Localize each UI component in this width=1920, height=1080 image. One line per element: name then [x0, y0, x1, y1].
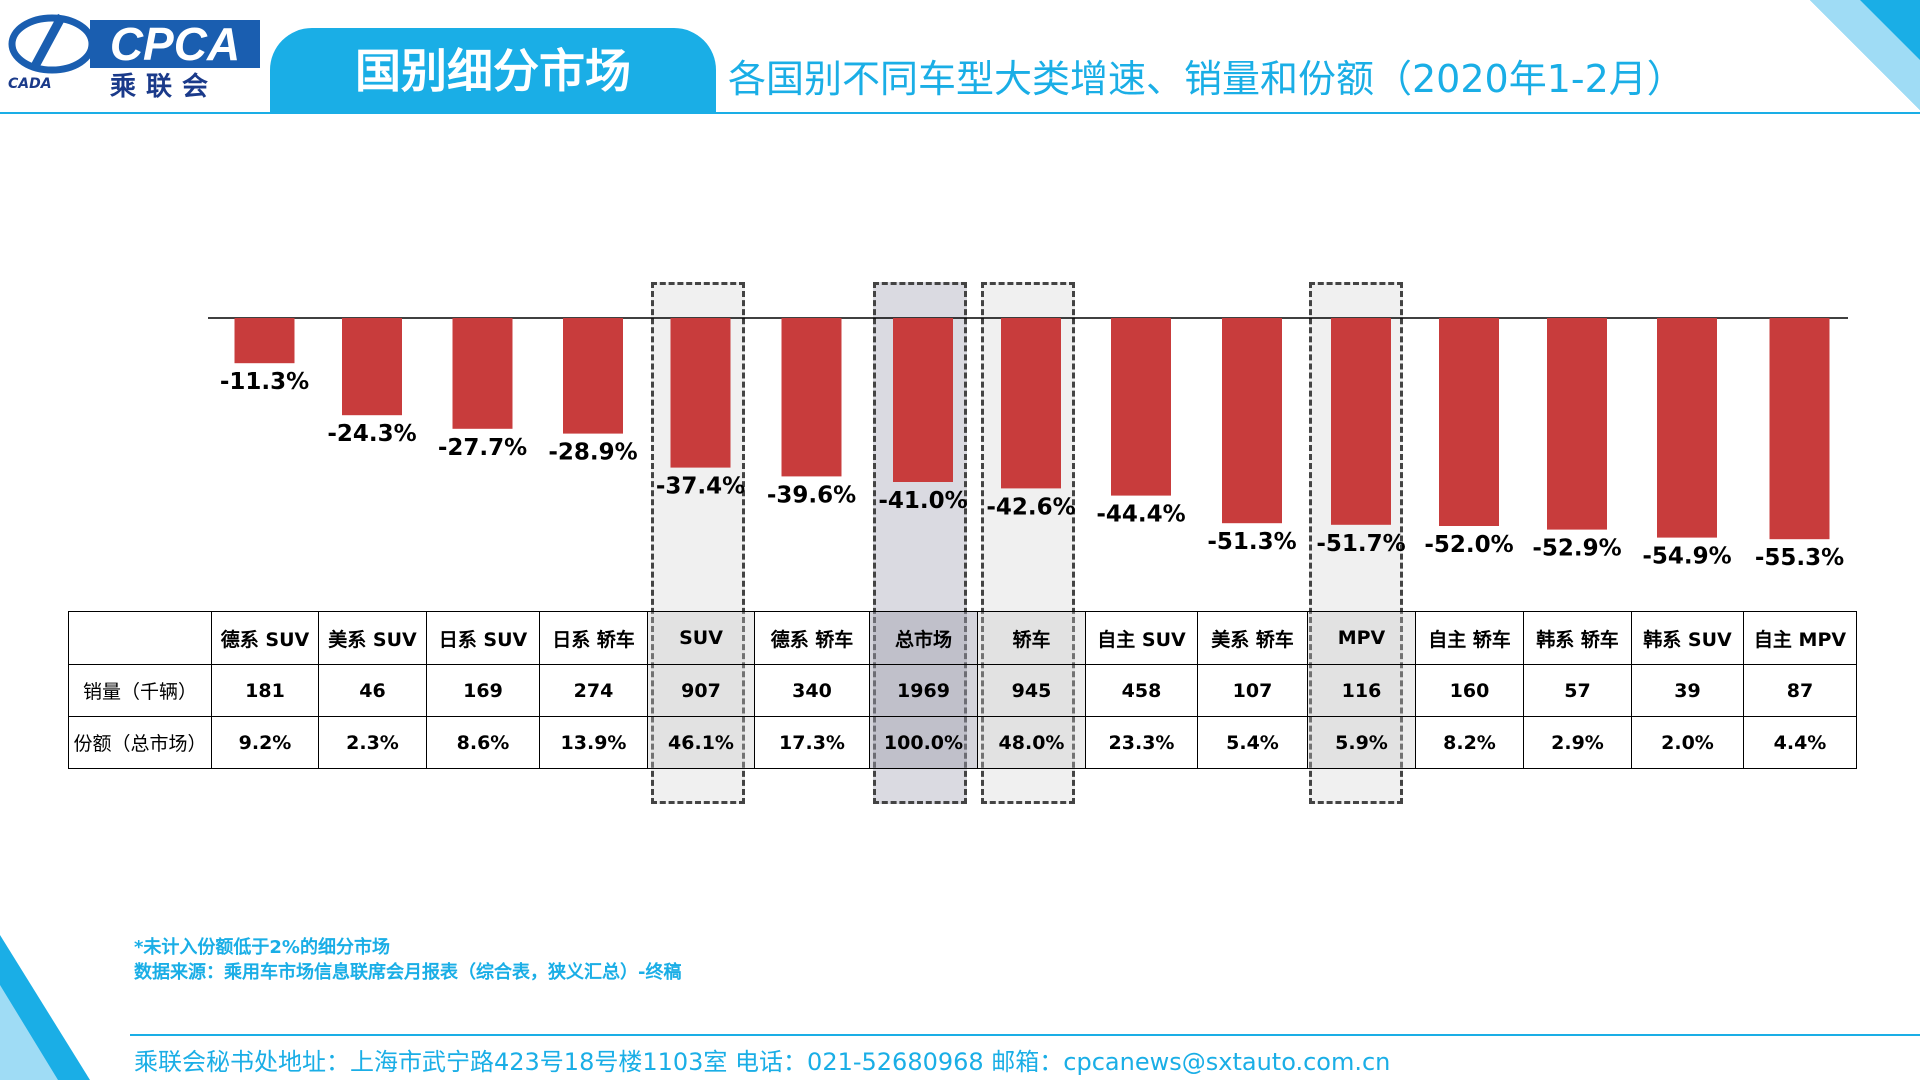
share-cell: 46.1%: [647, 716, 755, 769]
sales-cell: 1969: [869, 664, 978, 717]
bar-5: [781, 318, 842, 477]
bar-12: [1547, 318, 1607, 530]
bar-8: [1111, 318, 1171, 496]
sales-cell: 169: [426, 664, 540, 717]
logo-sub: CADA: [8, 76, 52, 92]
share-cell: 4.4%: [1743, 716, 1857, 769]
bar-value-label: -42.6%: [986, 494, 1075, 520]
column-header: 轿车: [977, 611, 1086, 665]
column-header: 总市场: [869, 611, 978, 665]
footer-divider: [130, 1034, 1920, 1036]
bar-chart: -11.3% -24.3% -27.7% -28.9% -37.4% -39.6% -41.…: [208, 317, 1848, 571]
sales-cell: 39: [1631, 664, 1744, 717]
column-header: MPV: [1307, 611, 1416, 665]
share-cell: 2.0%: [1631, 716, 1744, 769]
footnote-source: 数据来源：乘用车市场信息联席会月报表（综合表，狭义汇总）-终稿: [134, 962, 682, 983]
table-header-row: 德系 SUV 美系 SUV 日系 SUV 日系 轿车 SUV 德系 轿车 总市场 轿车 自主 S…: [68, 611, 1857, 665]
section-tab: [270, 28, 716, 112]
sales-cell: 458: [1085, 664, 1198, 717]
bar-value-label: -27.7%: [438, 435, 527, 461]
logo-cn: 乘联会: [110, 72, 219, 102]
sales-cell: 945: [977, 664, 1086, 717]
bar-value-label: -51.7%: [1316, 531, 1405, 557]
bar-value-label: -51.3%: [1207, 529, 1296, 555]
bar-value-label: -41.0%: [878, 488, 967, 514]
bar-value-label: -39.6%: [767, 482, 856, 508]
sales-cell: 107: [1197, 664, 1308, 717]
bar-2: [452, 318, 513, 429]
bar-3: [563, 318, 623, 434]
column-header: 自主 MPV: [1743, 611, 1857, 665]
logo: CPCA 乘联会 CADA: [0, 0, 270, 102]
share-cell: 13.9%: [539, 716, 648, 769]
bar-0: [234, 318, 295, 364]
page-title: 各国别不同车型大类增速、销量和份额（2020年1-2月）: [728, 57, 1685, 101]
sales-cell: 57: [1523, 664, 1632, 717]
sales-cell: 340: [754, 664, 870, 717]
bar-9: [1222, 318, 1282, 524]
share-cell: 8.2%: [1415, 716, 1524, 769]
share-cell: 8.6%: [426, 716, 540, 769]
share-cell: 5.4%: [1197, 716, 1308, 769]
share-cell: 48.0%: [977, 716, 1086, 769]
sales-cell: 907: [647, 664, 755, 717]
share-cell: 2.9%: [1523, 716, 1632, 769]
sales-cell: 87: [1743, 664, 1857, 717]
table-row-share: 份额（总市场） 9.2% 2.3% 8.6% 13.9% 46.1% 17.3% 100.0%…: [68, 716, 1857, 769]
bar-10: [1331, 318, 1391, 525]
column-header: 韩系 SUV: [1631, 611, 1744, 665]
share-cell: 2.3%: [318, 716, 427, 769]
column-header: 韩系 轿车: [1523, 611, 1632, 665]
row-label-share: 份额（总市场）: [68, 716, 212, 769]
section-title: 国别细分市场: [355, 44, 631, 98]
bar-value-label: -37.4%: [656, 474, 745, 500]
bar-4: [670, 318, 731, 468]
footer-contact: 乘联会秘书处地址：上海市武宁路423号18号楼1103室 电话：021-5268…: [134, 1048, 1391, 1076]
column-header: 美系 SUV: [318, 611, 427, 665]
table-row-sales: 销量（千辆） 181 46 169 274 907 340 1969 945 458 107 116 1…: [68, 664, 1857, 717]
column-header: 日系 SUV: [426, 611, 540, 665]
logo-emblem-icon: [8, 13, 96, 74]
sales-cell: 274: [539, 664, 648, 717]
share-cell: 9.2%: [211, 716, 319, 769]
sales-cell: 116: [1307, 664, 1416, 717]
column-header: 自主 轿车: [1415, 611, 1524, 665]
bar-14: [1769, 318, 1830, 540]
bar-value-label: -28.9%: [548, 440, 637, 466]
share-cell: 23.3%: [1085, 716, 1198, 769]
bar-value-label: -44.4%: [1096, 502, 1185, 528]
column-header: SUV: [647, 611, 755, 665]
row-label-sales: 销量（千辆）: [68, 664, 212, 717]
corner-decoration-bl: [0, 935, 90, 1080]
bar-value-label: -55.3%: [1755, 545, 1844, 571]
bar-value-label: -11.3%: [220, 369, 309, 395]
column-header: 自主 SUV: [1085, 611, 1198, 665]
sales-cell: 160: [1415, 664, 1524, 717]
sales-cell: 46: [318, 664, 427, 717]
data-table: 德系 SUV 美系 SUV 日系 SUV 日系 轿车 SUV 德系 轿车 总市场 轿车 自主 S…: [68, 611, 1857, 769]
sales-cell: 181: [211, 664, 319, 717]
share-cell: 100.0%: [869, 716, 978, 769]
footnote-share: *未计入份额低于2%的细分市场: [134, 937, 390, 958]
bar-13: [1657, 318, 1717, 538]
bar-1: [342, 318, 402, 416]
header-divider: [0, 112, 1920, 114]
bar-value-label: -52.9%: [1532, 536, 1621, 562]
bar-6: [893, 318, 953, 482]
column-header: 美系 轿车: [1197, 611, 1308, 665]
bar-11: [1439, 318, 1499, 526]
column-header: 德系 轿车: [754, 611, 870, 665]
bar-7: [1001, 318, 1061, 489]
logo-text: CPCA: [90, 20, 260, 68]
bar-value-label: -52.0%: [1424, 532, 1513, 558]
column-header: 德系 SUV: [211, 611, 319, 665]
table-corner-cell: [68, 611, 212, 665]
share-cell: 17.3%: [754, 716, 870, 769]
bar-value-label: -24.3%: [327, 421, 416, 447]
bar-value-label: -54.9%: [1642, 544, 1731, 570]
column-header: 日系 轿车: [539, 611, 648, 665]
share-cell: 5.9%: [1307, 716, 1416, 769]
corner-decoration-tr: [1810, 0, 1920, 110]
